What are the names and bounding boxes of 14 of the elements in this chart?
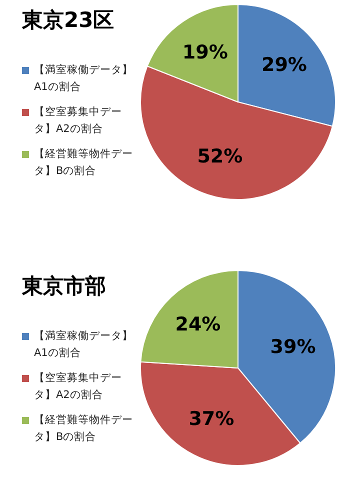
legend-label: 【経営難等物件データ】Bの割合 xyxy=(33,147,134,179)
data-label: 29% xyxy=(261,54,307,76)
legend-label: 【満室稼働データ】A1の割合 xyxy=(33,329,134,361)
data-label: 19% xyxy=(182,42,228,64)
chart-title: 東京市部 xyxy=(22,273,106,300)
data-label: 52% xyxy=(197,146,243,168)
legend-label: 【満室稼働データ】A1の割合 xyxy=(33,63,134,95)
chart-title: 東京23区 xyxy=(22,7,114,34)
legend-label: 【経営難等物件データ】Bの割合 xyxy=(33,413,134,445)
data-label: 24% xyxy=(175,313,221,336)
data-label: 37% xyxy=(188,408,234,430)
data-label: 39% xyxy=(270,336,316,358)
legend-label: 【空室募集中データ】A2の割合 xyxy=(33,371,123,403)
legend-label: 【空室募集中データ】A2の割合 xyxy=(33,105,123,137)
